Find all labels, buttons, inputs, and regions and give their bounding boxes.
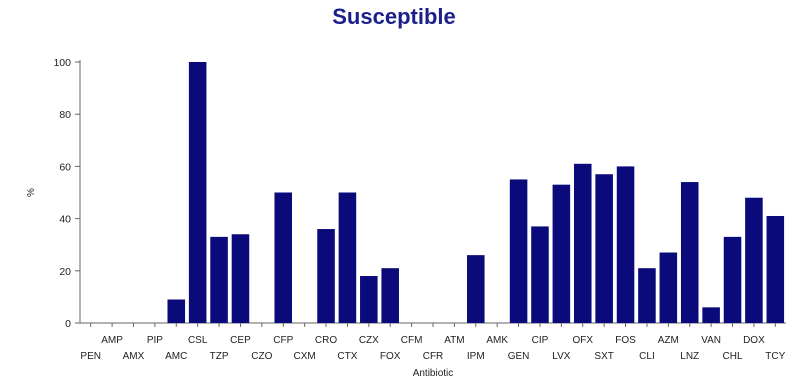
chart-title: Susceptible: [332, 4, 456, 29]
x-tick-label-gen: GEN: [508, 351, 530, 362]
y-tick-label: 0: [65, 318, 71, 330]
bars-group: [167, 62, 785, 323]
y-tick-label: 20: [59, 266, 71, 278]
x-tick-label-lvx: LVX: [552, 351, 570, 362]
bar-cro: [317, 229, 335, 323]
x-tick-label-lnz: LNZ: [680, 351, 699, 362]
bar-fos: [616, 166, 635, 323]
x-axis: [80, 322, 786, 327]
y-axis: 0 20 40 60 80 100: [53, 57, 81, 330]
x-tick-label-pen: PEN: [80, 351, 101, 362]
x-tick-label-azm: AZM: [658, 335, 679, 346]
x-tick-label-amk: AMK: [486, 335, 508, 346]
bar-cep: [231, 234, 250, 323]
x-tick-label-amx: AMX: [123, 351, 145, 362]
bar-tcy: [766, 215, 785, 323]
bar-ctx: [338, 192, 357, 323]
y-tick-label: 100: [53, 57, 71, 69]
x-tick-label-tzp: TZP: [210, 351, 229, 362]
y-axis-label: %: [26, 188, 37, 197]
x-tick-label-cfm: CFM: [401, 335, 423, 346]
y-tick-label: 40: [59, 214, 71, 226]
bar-fox: [381, 268, 399, 323]
x-tick-label-atm: ATM: [444, 335, 464, 346]
x-tick-label-tcy: TCY: [765, 351, 785, 362]
bar-chl: [723, 236, 742, 323]
bar-sxt: [595, 174, 613, 323]
bar-lvx: [552, 184, 571, 323]
category-labels: PENAMPAMXPIPAMCCSLTZPCEPCZOCFPCXMCROCTXC…: [80, 335, 785, 362]
x-tick-label-amc: AMC: [165, 351, 187, 362]
x-tick-label-ofx: OFX: [572, 335, 593, 346]
x-tick-label-cfr: CFR: [423, 351, 444, 362]
x-tick-label-pip: PIP: [147, 335, 163, 346]
bar-czx: [360, 276, 378, 323]
bar-dox: [745, 197, 763, 323]
x-tick-label-czo: CZO: [251, 351, 272, 362]
y-tick-label: 60: [59, 161, 71, 173]
x-tick-label-fos: FOS: [615, 335, 636, 346]
x-tick-label-csl: CSL: [188, 335, 208, 346]
bar-ofx: [573, 163, 592, 323]
bar-lnz: [680, 182, 699, 323]
bar-cfp: [274, 192, 293, 323]
x-tick-label-sxt: SXT: [594, 351, 613, 362]
bar-gen: [509, 179, 528, 323]
x-tick-label-dox: DOX: [743, 335, 765, 346]
x-tick-label-czx: CZX: [359, 335, 379, 346]
bar-azm: [659, 252, 678, 323]
x-tick-label-cro: CRO: [315, 335, 337, 346]
x-tick-label-cfp: CFP: [273, 335, 293, 346]
x-tick-label-cli: CLI: [639, 351, 655, 362]
x-axis-label: Antibiotic: [413, 368, 454, 379]
bar-cip: [531, 226, 549, 323]
y-tick-label: 80: [59, 109, 71, 121]
x-tick-label-cxm: CXM: [294, 351, 316, 362]
x-tick-label-cip: CIP: [532, 335, 549, 346]
bar-cli: [638, 268, 656, 323]
x-tick-label-amp: AMP: [101, 335, 123, 346]
bar-tzp: [210, 236, 228, 323]
bar-ipm: [467, 255, 485, 323]
x-tick-label-ipm: IPM: [467, 351, 485, 362]
x-tick-label-ctx: CTX: [337, 351, 357, 362]
bar-csl: [188, 62, 207, 323]
bar-amc: [167, 299, 186, 323]
bar-van: [702, 307, 720, 323]
x-tick-label-van: VAN: [701, 335, 721, 346]
x-tick-label-fox: FOX: [380, 351, 401, 362]
x-tick-label-cep: CEP: [230, 335, 251, 346]
x-tick-label-chl: CHL: [723, 351, 743, 362]
